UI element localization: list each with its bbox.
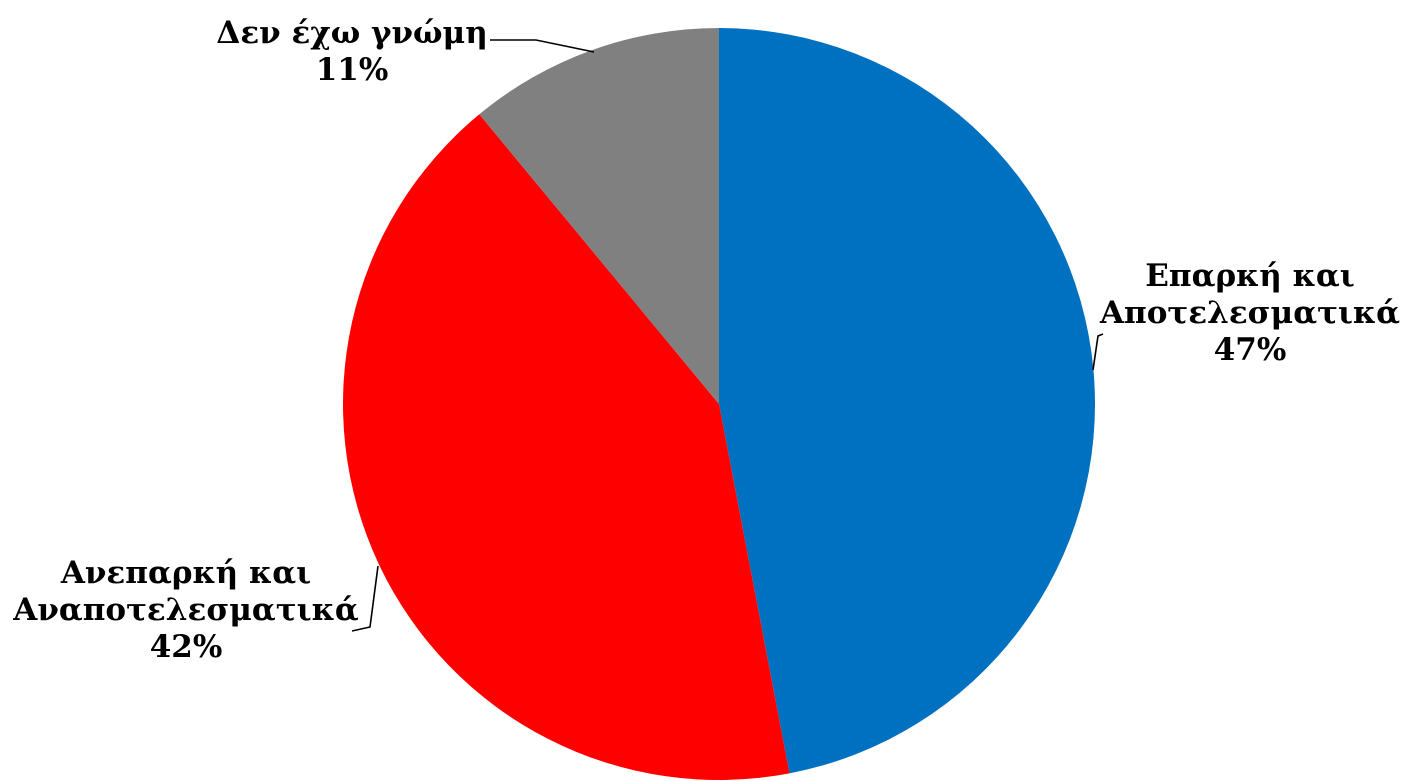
data-label-percentage: 42% — [150, 629, 223, 665]
pie-slice-1 — [343, 114, 790, 780]
data-label-category: Επαρκή και — [1145, 258, 1354, 294]
data-label-percentage: 11% — [316, 52, 389, 88]
leader-line-2 — [490, 39, 595, 53]
data-label-category: Αναποτελεσματικά — [12, 592, 359, 628]
data-label-category: Ανεπαρκή και — [60, 555, 311, 591]
slices-layer — [343, 28, 1096, 780]
pie-slice-0 — [719, 28, 1096, 774]
pie-slice-2 — [479, 28, 719, 404]
data-label-category: Αποτελεσματικά — [1099, 295, 1400, 331]
data-label-percentage: 47% — [1214, 332, 1287, 368]
data-label-category: Δεν έχω γνώμη — [216, 15, 487, 51]
leader-line-1 — [351, 565, 379, 632]
leader-line-0 — [1092, 333, 1104, 371]
leader-lines-layer — [351, 39, 1104, 632]
